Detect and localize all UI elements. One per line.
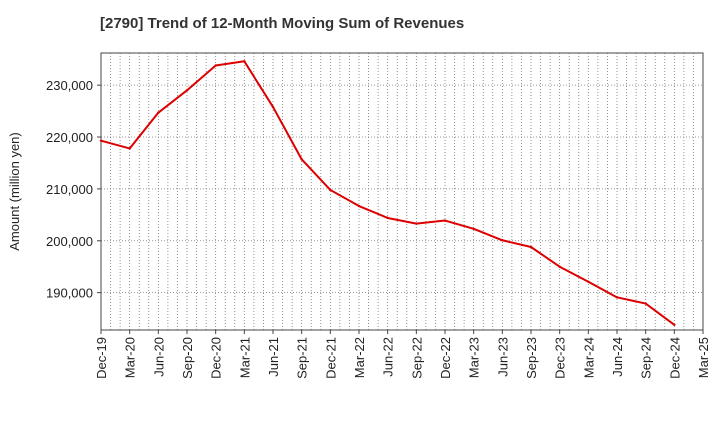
grid-layer — [101, 53, 703, 330]
x-tick-label: Dec-19 — [94, 337, 109, 379]
x-tick-label: Dec-22 — [438, 337, 453, 379]
data-point — [271, 105, 275, 109]
series-line — [100, 60, 675, 326]
y-tick-label: 230,000 — [46, 78, 93, 93]
y-axis-title: Amount (million yen) — [7, 132, 22, 251]
x-tick-label: Sep-22 — [409, 337, 424, 379]
data-point — [501, 239, 504, 242]
tick-layer: 190,000 200,000 210,000 220,000 230,000 Dec-1… — [46, 78, 711, 379]
data-point — [587, 280, 590, 283]
x-tick-label: Mar-25 — [696, 337, 711, 378]
chart-title: [2790] Trend of 12-Month Moving Sum of R… — [100, 15, 465, 32]
x-tick-label: Sep-23 — [524, 337, 539, 379]
x-tick-label: Sep-21 — [295, 337, 310, 379]
data-point — [243, 60, 246, 63]
data-point — [357, 204, 361, 208]
x-tick-label: Jun-21 — [266, 337, 281, 377]
data-point — [673, 323, 676, 327]
data-point — [472, 227, 475, 231]
data-point — [558, 265, 561, 268]
x-tick-label: Jun-22 — [381, 337, 396, 377]
y-tick-label: 190,000 — [46, 286, 93, 301]
x-tick-label: Dec-24 — [667, 337, 682, 379]
x-tick-label: Jun-24 — [610, 337, 625, 377]
x-tick-label: Mar-21 — [237, 337, 252, 378]
data-point — [157, 111, 160, 114]
plot-frame — [100, 52, 704, 331]
data-point — [443, 219, 447, 222]
x-tick-label: Mar-23 — [467, 337, 482, 378]
x-tick-label: Sep-24 — [639, 337, 654, 379]
data-point — [300, 158, 303, 161]
data-point — [214, 64, 217, 67]
data-point — [615, 296, 619, 299]
x-tick-label: Mar-22 — [352, 337, 367, 378]
y-tick-label: 200,000 — [46, 234, 93, 249]
series-layer — [99, 60, 676, 327]
x-tick-label: Dec-21 — [323, 337, 338, 379]
x-tick-label: Sep-20 — [180, 337, 195, 379]
data-point — [386, 216, 389, 220]
x-tick-label: Mar-24 — [581, 337, 596, 378]
data-point — [529, 245, 533, 249]
x-tick-label: Dec-23 — [553, 337, 568, 379]
data-point — [329, 188, 332, 192]
x-tick-label: Mar-20 — [123, 337, 138, 378]
y-tick-label: 210,000 — [46, 182, 93, 197]
y-tick-label: 220,000 — [46, 130, 93, 145]
data-point — [644, 302, 647, 305]
x-tick-label: Jun-23 — [495, 337, 510, 377]
data-point — [185, 89, 189, 92]
x-tick-label: Dec-20 — [209, 337, 224, 379]
x-tick-label: Jun-20 — [151, 337, 166, 377]
data-point — [99, 139, 103, 142]
data-point — [415, 222, 418, 225]
data-point — [128, 147, 131, 150]
